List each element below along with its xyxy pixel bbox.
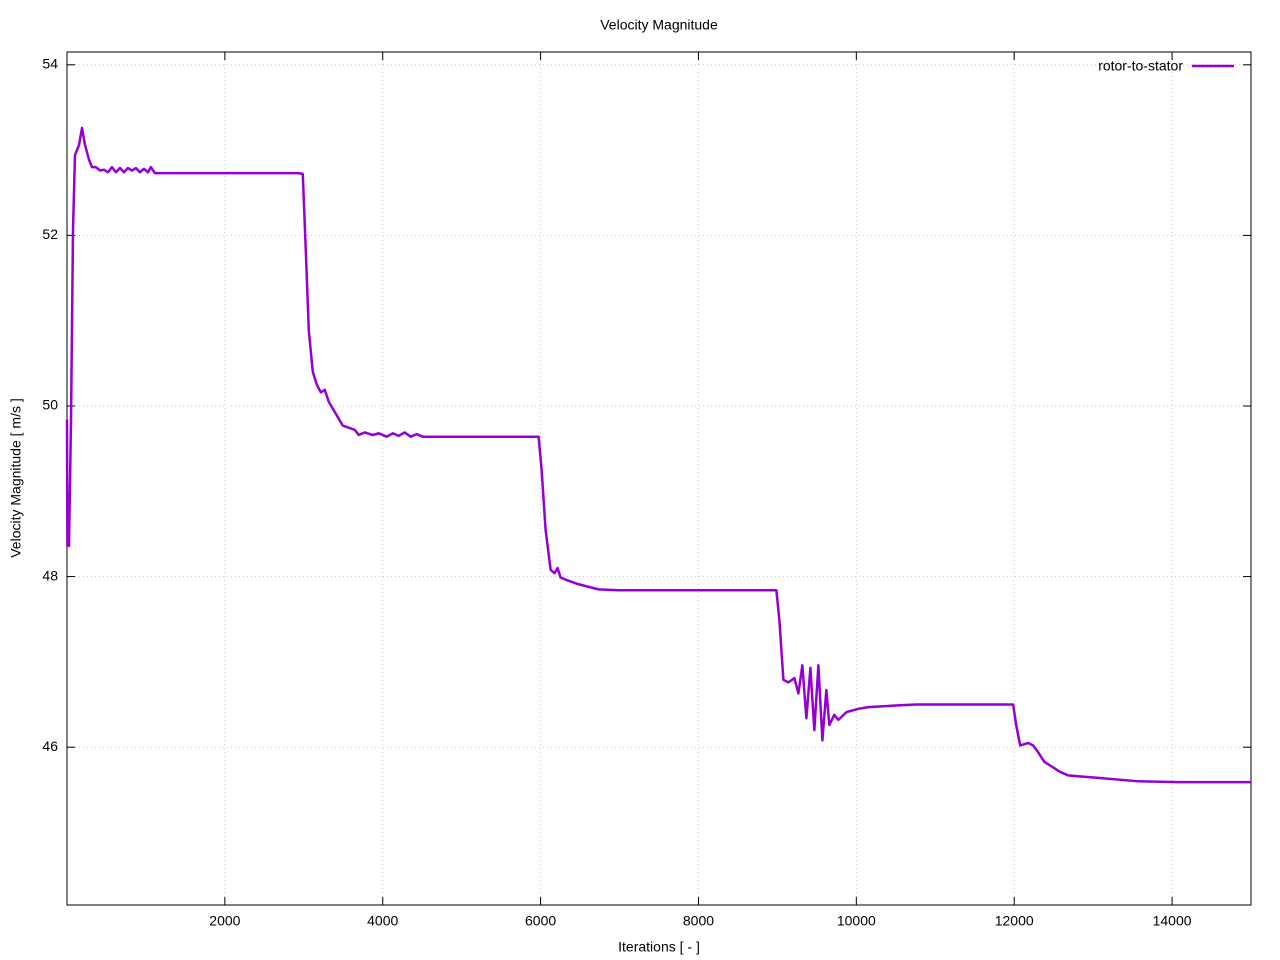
x-tick-label: 4000 bbox=[367, 913, 398, 929]
x-tick-label: 10000 bbox=[837, 913, 876, 929]
plot-frame bbox=[66, 51, 1252, 906]
legend-label: rotor-to-stator bbox=[1098, 58, 1183, 74]
y-tick-label: 52 bbox=[42, 226, 58, 242]
x-axis-label: Iterations [ - ] bbox=[618, 939, 700, 955]
x-tick-label: 8000 bbox=[683, 913, 714, 929]
y-tick-label: 48 bbox=[42, 567, 58, 583]
chart-title: Velocity Magnitude bbox=[600, 17, 718, 33]
x-tick-label: 6000 bbox=[525, 913, 556, 929]
x-tick-label: 2000 bbox=[209, 913, 240, 929]
x-tick-label: 14000 bbox=[1153, 913, 1192, 929]
x-tick-label: 12000 bbox=[995, 913, 1034, 929]
y-tick-label: 46 bbox=[42, 738, 58, 754]
data-line bbox=[65, 126, 1251, 784]
y-tick-label: 54 bbox=[42, 55, 58, 71]
y-tick-label: 50 bbox=[42, 397, 58, 413]
y-axis-label: Velocity Magnitude [ m/s ] bbox=[8, 398, 24, 558]
